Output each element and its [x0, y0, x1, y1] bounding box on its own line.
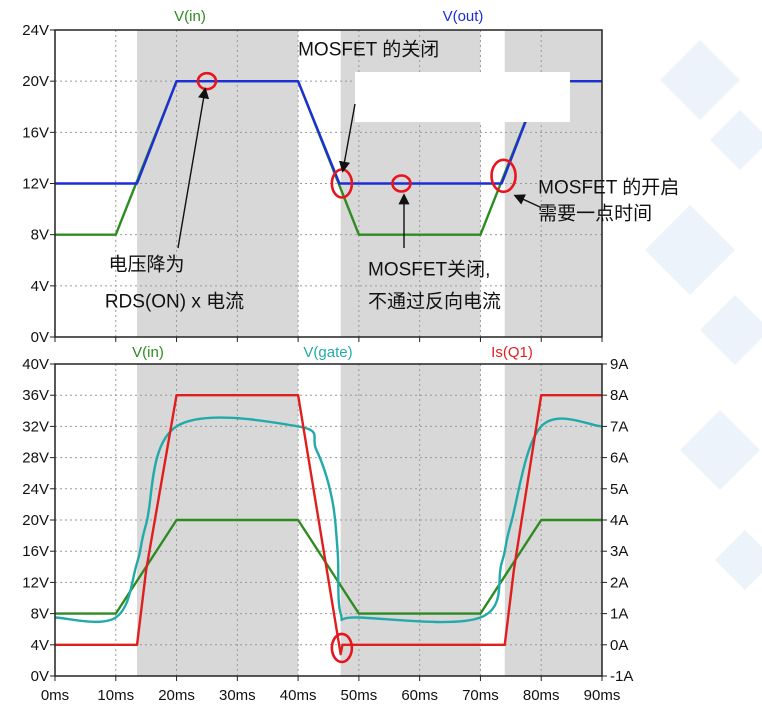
plot2-y-tick-label-right: 0A	[610, 637, 628, 654]
plot2-y-tick-label-right: 9A	[610, 356, 628, 373]
plot1-y-tick-label-left: 12V	[22, 176, 49, 193]
plot2-y-tick-label-left: 0V	[31, 668, 49, 685]
plot2-x-tick-label: 70ms	[462, 687, 499, 704]
plot1-legend-vout: V(out)	[443, 8, 484, 25]
plot1-y-tick-label-left: 0V	[31, 329, 49, 346]
plot2-y-tick-label-left: 4V	[31, 637, 49, 654]
plot2-y-tick-label-right: 4A	[610, 512, 628, 529]
plot2-plot-frame	[54, 363, 603, 677]
plot2-y-tick-label-right: -1A	[610, 668, 633, 685]
plot2-x-tick-label: 60ms	[401, 687, 438, 704]
plot1-annot-voltage-drop: 电压降为	[108, 253, 184, 275]
plot2-y-tick-label-right: 5A	[610, 481, 628, 498]
decor-shape	[715, 530, 762, 590]
plot1-plot-frame	[54, 29, 603, 338]
plot2-x-tick-label: 0ms	[41, 687, 69, 704]
plot2-x-tick-label: 80ms	[523, 687, 560, 704]
plot2-y-tick-label-left: 40V	[22, 356, 49, 373]
decor-shape	[660, 40, 740, 120]
plot1-annotation-backdrop	[355, 72, 570, 122]
plot1-y-tick-label-left: 20V	[22, 73, 49, 90]
plot2-y-tick-label-left: 24V	[22, 481, 49, 498]
plot2-series-line-v-gate	[54, 416, 603, 624]
plot2-y-tick-label-left: 20V	[22, 512, 49, 529]
plot2-y-tick-label-left: 16V	[22, 543, 49, 560]
plot1-annot-mosfet-on: MOSFET 的开启	[538, 177, 679, 199]
plot1-annot-no-reverse-current: 不通过反向电流	[368, 291, 501, 313]
plot2-x-tick-label: 30ms	[219, 687, 256, 704]
plot2-highlight-circle	[330, 632, 354, 664]
plot2-y-tick-label-right: 7A	[610, 418, 628, 435]
plot2-x-tick-label: 50ms	[341, 687, 378, 704]
plot1-annot-mosfet-off: MOSFET 的关闭	[298, 39, 439, 61]
plot2-legend-vin: V(in)	[132, 344, 164, 361]
plot2-y-tick-label-left: 8V	[31, 606, 49, 623]
plot2-x-tick-label: 20ms	[158, 687, 195, 704]
plot1-y-tick-label-left: 4V	[31, 278, 49, 295]
plot2-y-tick-label-right: 1A	[610, 606, 628, 623]
plot2-x-tick-label: 90ms	[584, 687, 621, 704]
plot1-legend-vin: V(in)	[174, 8, 206, 25]
decor-shape	[645, 205, 735, 295]
decor-shape	[700, 295, 762, 365]
plot2-y-tick-label-left: 12V	[22, 574, 49, 591]
plot2-series-line-v-in	[55, 518, 602, 615]
plot2-y-tick-label-right: 3A	[610, 543, 628, 560]
plot1-y-tick-label-left: 24V	[22, 22, 49, 39]
plot2-y-tick-label-left: 32V	[22, 418, 49, 435]
plot2-y-tick-label-left: 28V	[22, 450, 49, 467]
plot1-y-tick-label-left: 8V	[31, 227, 49, 244]
plot1-annot-rdson-current: RDS(ON) x 电流	[105, 291, 244, 313]
plot1-arrow-mosfet-off	[338, 103, 356, 173]
plot1-annot-mosfet-closed: MOSFET关闭,	[368, 259, 490, 281]
plot1-arrow-voltage-drop	[177, 87, 210, 249]
plot2-legend-vgate: V(gate)	[303, 344, 352, 361]
plot1-highlight-circle	[391, 174, 412, 193]
plot2-legend-isq1: Is(Q1)	[491, 344, 533, 361]
plot1-y-tick-label-left: 16V	[22, 124, 49, 141]
plot2-y-tick-label-left: 36V	[22, 387, 49, 404]
plot1-arrow-mosfet-on	[513, 194, 541, 208]
plot1-highlight-circle	[490, 158, 517, 194]
plot2-y-tick-label-right: 8A	[610, 387, 628, 404]
plot2-y-tick-label-right: 2A	[610, 574, 628, 591]
plot2-x-tick-label: 10ms	[97, 687, 134, 704]
decor-shape	[710, 110, 762, 170]
plot2-x-tick-label: 40ms	[280, 687, 317, 704]
decor-shape	[680, 410, 760, 490]
plot1-annot-needs-time: 需要一点时间	[538, 202, 652, 224]
plot2-y-tick-label-right: 6A	[610, 450, 628, 467]
plot2-series-line-is-q1	[55, 394, 602, 656]
